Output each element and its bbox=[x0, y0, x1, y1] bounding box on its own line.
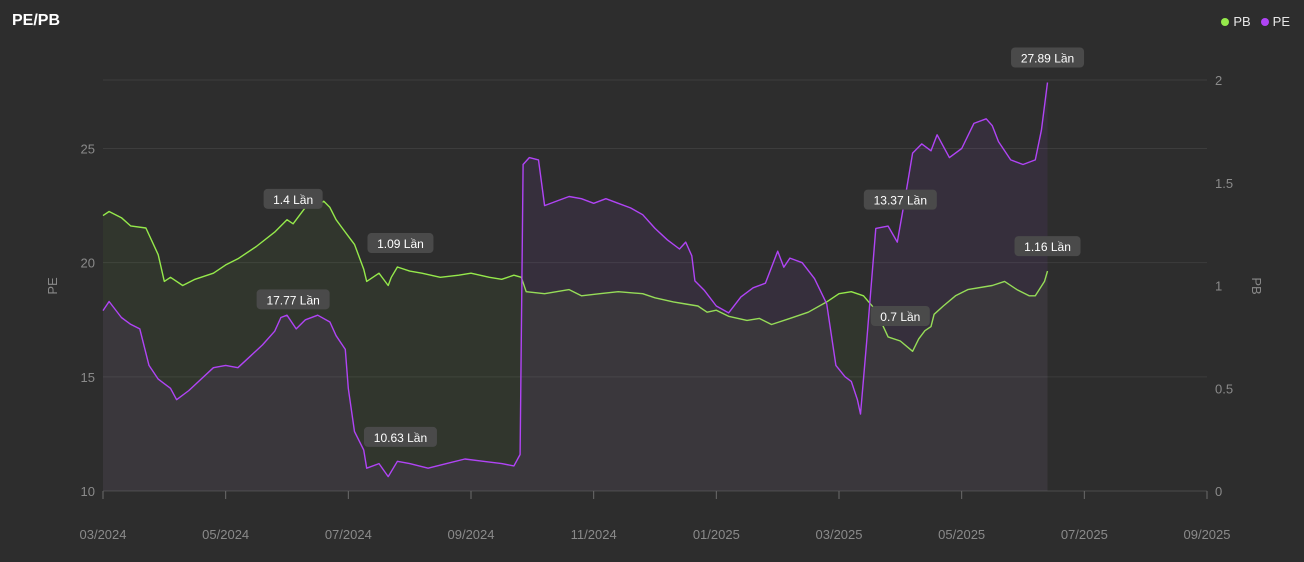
y-left-tick-label: 15 bbox=[81, 370, 95, 385]
x-tick-label: 05/2024 bbox=[202, 527, 249, 542]
x-tick-label: 03/2025 bbox=[816, 527, 863, 542]
x-tick-label: 05/2025 bbox=[938, 527, 985, 542]
legend-item-pb[interactable]: PB bbox=[1221, 14, 1251, 29]
value-annotation-label: 1.16 Lần bbox=[1024, 240, 1071, 254]
series-area-pb bbox=[103, 201, 1048, 491]
x-tick-label: 07/2024 bbox=[325, 527, 372, 542]
y-left-tick-label: 10 bbox=[81, 484, 95, 499]
series-line-pb bbox=[102, 200, 1049, 352]
y-left-axis-title: PE bbox=[45, 277, 60, 295]
value-annotation-box bbox=[256, 289, 330, 310]
x-tick-label: 11/2024 bbox=[571, 527, 617, 542]
legend-dot-pe bbox=[1260, 17, 1269, 26]
series-area-pe bbox=[103, 82, 1048, 491]
x-tick-label: 03/2024 bbox=[80, 527, 127, 542]
y-left-tick-label: 25 bbox=[81, 142, 95, 157]
x-tick-label: 01/2025 bbox=[693, 527, 740, 542]
value-annotation-label: 13.37 Lần bbox=[874, 194, 927, 208]
chart-legend: PB PE bbox=[1221, 14, 1290, 29]
chart-title: PE/PB bbox=[12, 12, 61, 29]
legend-label-pe: PE bbox=[1272, 14, 1290, 29]
value-annotation-label: 10.63 Lần bbox=[374, 431, 427, 445]
value-annotation-label: 1.09 Lần bbox=[377, 237, 424, 251]
y-right-tick-label: 1.5 bbox=[1215, 176, 1233, 191]
value-annotation-box bbox=[863, 189, 937, 210]
value-annotation-box bbox=[363, 426, 437, 447]
x-tick-label: 09/2025 bbox=[1184, 527, 1231, 542]
value-annotation-label: 17.77 Lần bbox=[266, 293, 319, 307]
value-annotation-box bbox=[870, 305, 930, 326]
value-annotation-box bbox=[1014, 236, 1081, 257]
y-right-axis-title: PB bbox=[1249, 277, 1264, 294]
x-tick-label: 09/2024 bbox=[448, 527, 495, 542]
legend-dot-pb bbox=[1221, 17, 1230, 26]
y-right-tick-label: 2 bbox=[1215, 73, 1222, 88]
y-right-tick-label: 0 bbox=[1215, 484, 1222, 499]
legend-label-pb: PB bbox=[1233, 14, 1251, 29]
value-annotation-label: 27.89 Lần bbox=[1021, 52, 1074, 66]
series-line-pe bbox=[102, 82, 1049, 478]
value-annotation-box bbox=[263, 188, 323, 209]
value-annotation-label: 0.7 Lần bbox=[880, 310, 920, 324]
y-left-tick-label: 20 bbox=[81, 256, 95, 271]
value-annotation-box bbox=[1011, 47, 1085, 68]
value-annotation-box bbox=[367, 233, 434, 254]
legend-item-pe[interactable]: PE bbox=[1260, 14, 1290, 29]
y-right-tick-label: 0.5 bbox=[1215, 381, 1233, 396]
x-tick-label: 07/2025 bbox=[1061, 527, 1108, 542]
value-annotation-label: 1.4 Lần bbox=[273, 193, 313, 207]
y-right-tick-label: 1 bbox=[1215, 279, 1222, 294]
